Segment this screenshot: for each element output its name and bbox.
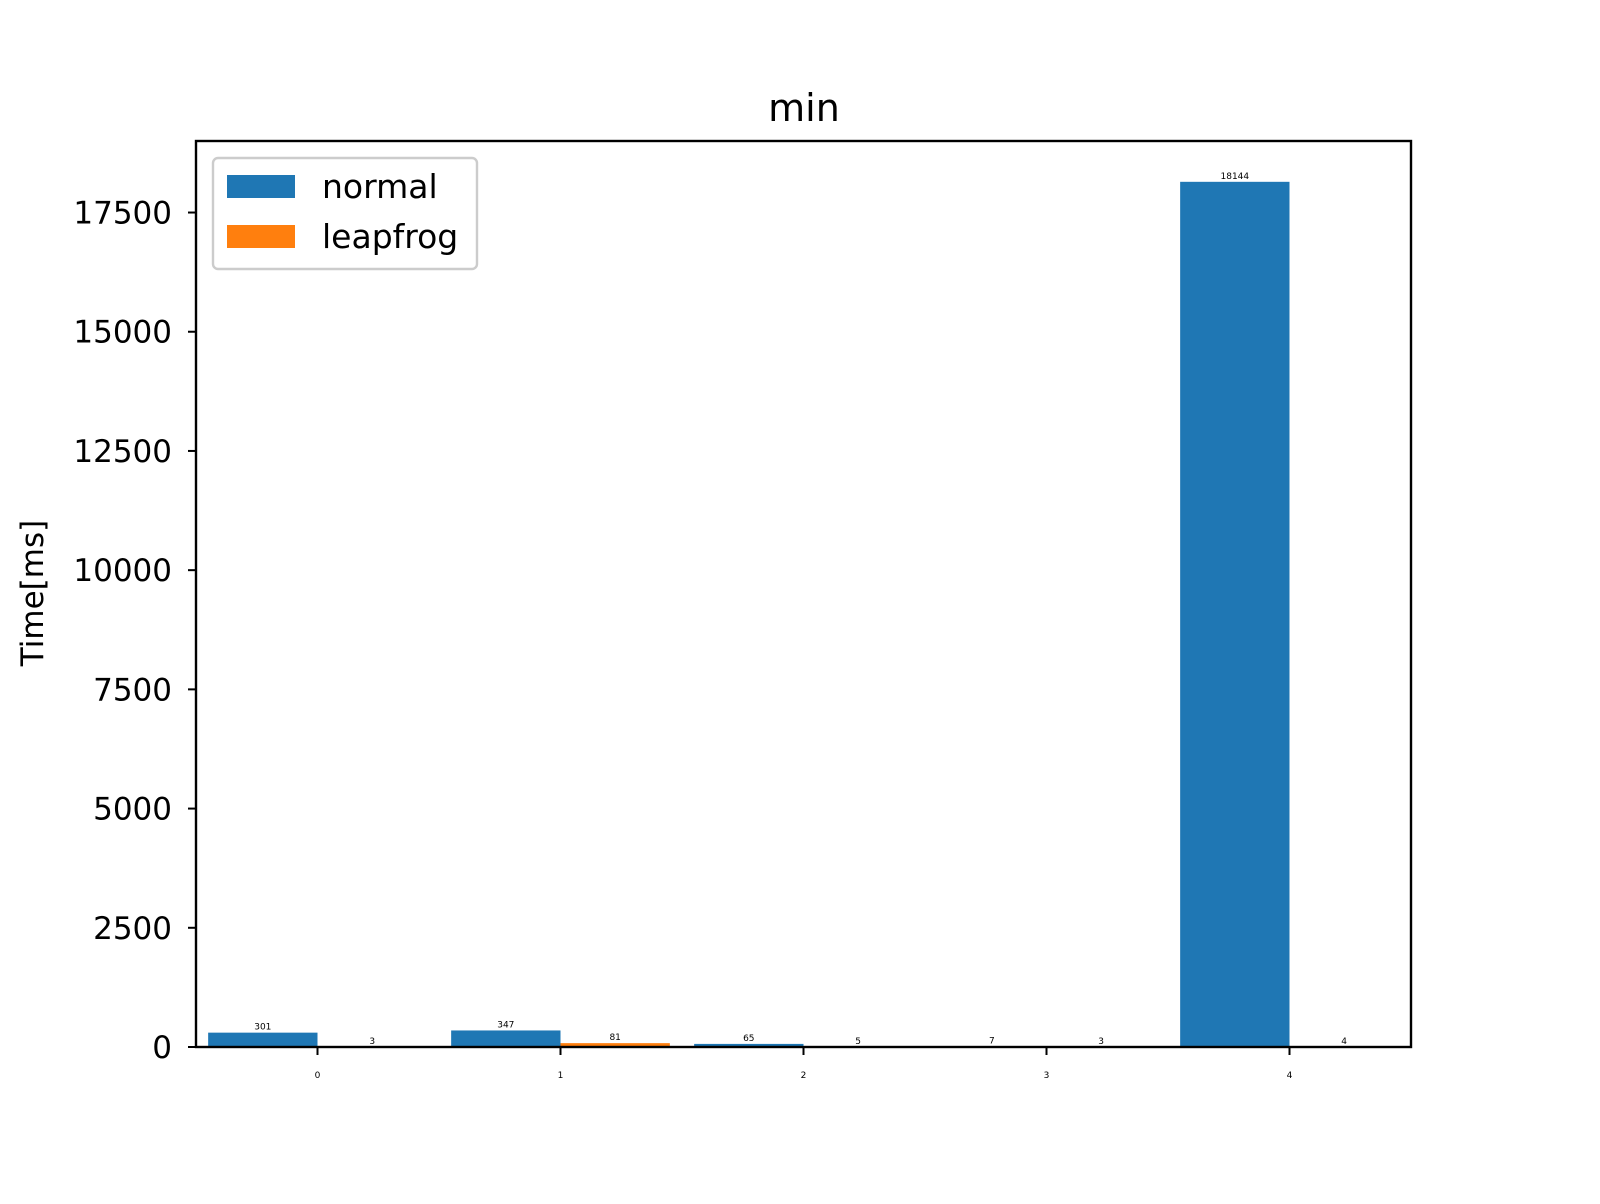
x-tick-label: 2: [801, 1071, 807, 1081]
y-tick-label: 10000: [73, 553, 172, 589]
bar-label-leapfrog-4: 4: [1341, 1037, 1347, 1047]
y-tick-label: 17500: [73, 196, 172, 232]
legend-swatch-normal: [227, 175, 295, 198]
y-tick-label: 12500: [73, 434, 172, 470]
y-tick-label: 5000: [93, 792, 172, 828]
legend: normal leapfrog: [213, 158, 477, 269]
bar-label-normal-0: 301: [254, 1023, 271, 1033]
chart-title: min: [768, 86, 840, 130]
bar-label-leapfrog-0: 3: [369, 1037, 375, 1047]
bar-label-normal-1: 347: [497, 1020, 514, 1030]
bar-label-normal-2: 65: [743, 1034, 754, 1044]
y-tick-label: 7500: [93, 672, 172, 708]
bar-label-leapfrog-1: 81: [609, 1033, 620, 1043]
x-tick-label: 4: [1287, 1071, 1293, 1081]
bar-label-leapfrog-2: 5: [855, 1037, 861, 1047]
legend-swatch-leapfrog: [227, 225, 295, 248]
bar-label-leapfrog-3: 3: [1098, 1037, 1104, 1047]
x-tick-label: 3: [1044, 1071, 1050, 1081]
legend-label-leapfrog: leapfrog: [322, 217, 458, 256]
x-tick-label: 1: [558, 1071, 564, 1081]
bar-label-normal-4: 18144: [1221, 172, 1250, 182]
bar-normal-1: [451, 1030, 560, 1047]
y-axis-label: Time[ms]: [15, 520, 51, 667]
bar-label-normal-3: 7: [989, 1037, 995, 1047]
bar-normal-4: [1180, 182, 1289, 1047]
y-tick-label: 2500: [93, 911, 172, 947]
x-tick-label: 0: [315, 1071, 321, 1081]
y-tick-label: 0: [152, 1030, 172, 1066]
y-tick-label: 15000: [73, 315, 172, 351]
legend-label-normal: normal: [322, 167, 438, 206]
bar-normal-0: [208, 1033, 317, 1047]
